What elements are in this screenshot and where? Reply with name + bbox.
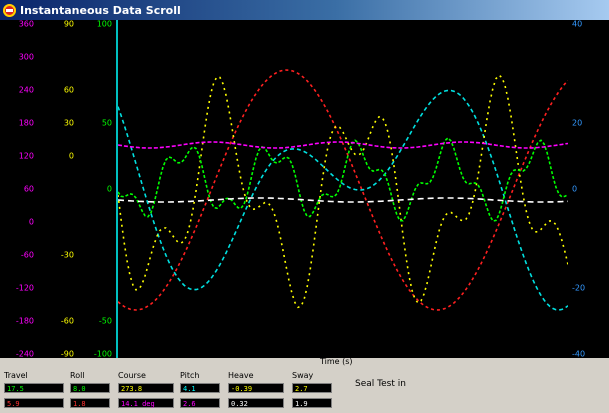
left-axis-2: 90 60 30 0 -30 -60 -90 [38, 19, 78, 359]
axis-tick-label: -240 [15, 349, 34, 359]
axis-tick-label: -50 [98, 316, 112, 326]
axis-tick-label: 90 [63, 19, 74, 29]
axis-tick-label: -120 [15, 283, 34, 293]
title-bar: Instantaneous Data Scroll [0, 0, 609, 20]
heave-value: -0.39 [228, 383, 284, 393]
roll-value: 8.0 [70, 383, 110, 393]
axis-tick-label: 360 [18, 19, 34, 29]
trace-white [118, 197, 568, 203]
axis-tick-label: -100 [93, 349, 112, 359]
axis-tick-label: -90 [60, 349, 74, 359]
window-title: Instantaneous Data Scroll [20, 3, 181, 17]
axis-tick-label: -60 [60, 316, 74, 326]
right-axis: 40 20 0 -20 -40 [568, 19, 609, 359]
axis-tick-label: 180 [18, 118, 34, 128]
course-label: Course [118, 371, 146, 380]
time-axis-label: Time (s) [320, 357, 353, 366]
course-value-2: 14.1 deg [118, 398, 174, 408]
pitch-label: Pitch [180, 371, 200, 380]
trace-yellow [118, 74, 568, 309]
sway-value-2: 1.9 [292, 398, 332, 408]
axis-tick-label: 30 [63, 118, 74, 128]
course-value: 273.8 [118, 383, 174, 393]
pitch-value: 4.1 [180, 383, 220, 393]
axis-tick-label: -40 [572, 349, 586, 359]
trace-green [118, 136, 568, 222]
axis-tick-label: 0 [28, 217, 34, 227]
axis-tick-label: 60 [23, 184, 34, 194]
left-axis-1: 360 300 240 180 120 60 0 -60 -120 -180 -240 [0, 19, 38, 359]
travel-value-2: 5.9 [4, 398, 64, 408]
trace-magenta [118, 141, 568, 149]
heave-label: Heave [228, 371, 254, 380]
axis-tick-label: -180 [15, 316, 34, 326]
axis-tick-label: 0 [572, 184, 578, 194]
heave-value-2: 0.32 [228, 398, 284, 408]
roll-value-2: 1.8 [70, 398, 110, 408]
status-panel: Travel Roll Course Pitch Heave Sway 17.5… [0, 367, 609, 413]
app-icon [3, 3, 16, 17]
left-axis-3: 100 50 0 -50 -100 [78, 19, 118, 359]
axis-tick-label: 20 [572, 118, 583, 128]
data-plot [118, 20, 568, 358]
trace-cyan [118, 89, 568, 311]
axis-tick-label: -60 [20, 250, 34, 260]
travel-value: 17.5 [4, 383, 64, 393]
axis-tick-label: -30 [60, 250, 74, 260]
axis-tick-label: 60 [63, 85, 74, 95]
trace-red [118, 69, 568, 311]
travel-label: Travel [4, 371, 28, 380]
axis-tick-label: -20 [572, 283, 586, 293]
axis-tick-label: 0 [106, 184, 112, 194]
roll-label: Roll [70, 371, 85, 380]
axis-tick-label: 300 [18, 52, 34, 62]
axis-tick-label: 120 [18, 151, 34, 161]
axis-tick-label: 100 [96, 19, 112, 29]
sway-value: 2.7 [292, 383, 332, 393]
pitch-value-2: 2.6 [180, 398, 220, 408]
axis-tick-label: 240 [18, 85, 34, 95]
status-text: Seal Test in [355, 379, 406, 389]
axis-tick-label: 0 [68, 151, 74, 161]
axis-tick-label: 40 [572, 19, 583, 29]
sway-label: Sway [292, 371, 314, 380]
axis-tick-label: 50 [101, 118, 112, 128]
